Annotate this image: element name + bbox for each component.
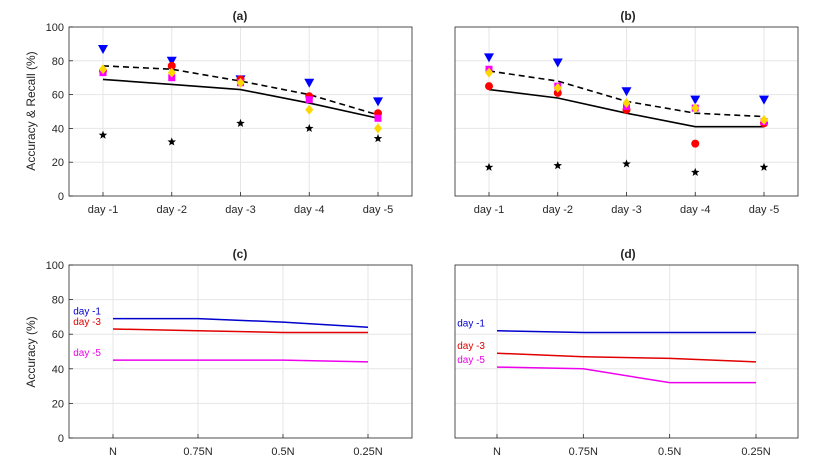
panel-d-x-tick-label: 0.75N <box>569 446 598 458</box>
panel-c-series-day-3-label: day -3 <box>73 317 101 328</box>
panel-b-red-circle-marker <box>553 88 562 97</box>
panel-a-y-tick-label: 40 <box>52 123 64 135</box>
panel-b-blue-triangle-marker <box>759 95 769 105</box>
panel-a-black-star-marker <box>98 130 108 139</box>
panel-a-blue-triangle-marker <box>98 44 108 54</box>
panel-b-title: (b) <box>620 9 635 23</box>
panel-b-yellow-diamond-marker <box>691 103 700 114</box>
panel-b-x-tick-label: day -5 <box>749 204 780 216</box>
panel-c-plot-area <box>69 265 412 438</box>
panel-d-series-day-5-label: day -5 <box>457 355 485 366</box>
panel-b-blue-triangle-marker <box>621 87 632 97</box>
panel-b-blue-triangle-marker <box>690 95 701 105</box>
panel-a-yellow-diamond-marker <box>236 77 245 88</box>
panel-c-frame <box>68 264 413 439</box>
panel-a-y-tick-label: 0 <box>58 191 64 203</box>
panel-c-y-tick-label: 80 <box>52 295 64 307</box>
panel-a-magenta-square-marker <box>374 114 382 122</box>
panel-b-black-star-marker <box>553 161 563 170</box>
panel-a-y-axis-label: Accuracy & Recall (%) <box>24 51 38 170</box>
panel-a-y-tick-label: 80 <box>52 56 64 68</box>
panel-a-blue-triangle-marker <box>304 78 315 88</box>
panel-c-title: (c) <box>233 247 248 261</box>
panel-d-x-tick-label: N <box>493 446 501 458</box>
panel-b-x-tick-label: day -3 <box>611 204 642 216</box>
panel-d-frame <box>454 264 799 439</box>
panel-a-yellow-diamond-marker <box>167 67 176 78</box>
panel-c-y-tick-label: 60 <box>52 329 64 341</box>
panel-d-x-tick-label: 0.25N <box>741 446 770 458</box>
panel-a-magenta-square-marker <box>168 74 176 82</box>
panel-d-series-day-3-label: day -3 <box>457 341 485 352</box>
panel-c-x-tick-label: 0.75N <box>183 446 212 458</box>
panel-a-x-tick-label: day -5 <box>363 204 394 216</box>
panel-a-y-tick-label: 100 <box>46 22 64 34</box>
panel-a-yellow-diamond-marker <box>374 123 382 134</box>
panel-a-dashed-line <box>102 65 379 116</box>
panel-b-x-tick-label: day -2 <box>542 204 573 216</box>
panel-c-series-day-5-line <box>113 359 369 363</box>
panel-a-x-tick-label: day -4 <box>294 204 325 216</box>
panel-b-red-circle-marker <box>485 82 493 91</box>
panel-a-black-star-marker <box>167 137 177 146</box>
panel-d-series-day-1-label: day -1 <box>457 319 485 330</box>
panel-c-series-day-3-line <box>112 328 368 334</box>
panel-a-magenta-square-marker <box>305 96 313 104</box>
panel-d: (d) N 0.75N 0.5N 0.25N day -1 day -3 day -5 <box>454 247 799 458</box>
panel-c-series-day-1-label: day -1 <box>73 307 101 318</box>
panel-a-yellow-diamond-marker <box>99 64 107 75</box>
panel-b-yellow-diamond-marker <box>760 114 768 125</box>
panel-a-x-tick-label: day -1 <box>88 204 119 216</box>
panel-c-y-axis-label: Accuracy (%) <box>24 316 38 387</box>
panel-d-x-tick-label: 0.5N <box>658 446 681 458</box>
panel-a-black-star-marker <box>304 123 314 133</box>
panel-b-x-tick-label: day -1 <box>474 204 505 216</box>
panel-a-blue-triangle-marker <box>166 56 177 66</box>
panel-b-blue-triangle-marker <box>552 58 563 68</box>
panel-d-series-day-5-line <box>496 366 756 384</box>
panel-d-series-day-3-line <box>496 352 757 363</box>
panel-c-x-tick-label: 0.25N <box>353 446 382 458</box>
panel-c: (c) Accuracy (%) 0 20 40 60 80 100 N 0.75N 0.5N 0… <box>24 247 413 458</box>
panel-d-plot-area <box>455 265 798 438</box>
panel-a-y-tick-label: 60 <box>52 90 64 102</box>
panel-a-black-star-marker <box>236 118 245 127</box>
panel-a-blue-triangle-marker <box>373 97 383 107</box>
panel-b-black-star-marker <box>622 159 631 168</box>
panel-a-x-tick-label: day -2 <box>156 204 187 216</box>
panel-b-yellow-diamond-marker <box>485 67 493 78</box>
panel-a-black-star-marker <box>373 134 383 143</box>
panel-a-title: (a) <box>233 9 248 23</box>
panel-b-blue-triangle-marker <box>484 53 494 63</box>
panel-b-yellow-diamond-marker <box>622 98 631 109</box>
panel-c-x-tick-label: 0.5N <box>271 446 294 458</box>
panel-a-yellow-diamond-marker <box>305 104 314 115</box>
panel-c-series-day-1-line <box>113 317 369 329</box>
panel-c-y-tick-label: 100 <box>46 260 64 272</box>
panel-b-black-star-marker <box>690 167 700 176</box>
panel-c-y-tick-label: 0 <box>58 433 64 445</box>
panel-c-y-tick-label: 20 <box>52 398 64 410</box>
panel-a-x-tick-label: day -3 <box>225 204 256 216</box>
panel-a-solid-line <box>102 78 379 120</box>
panel-a-red-circle-marker <box>167 61 176 70</box>
panel-d-title: (d) <box>620 247 635 261</box>
panel-b-red-circle-marker <box>691 139 700 148</box>
panel-a-y-tick-label: 20 <box>52 157 64 169</box>
panel-c-x-tick-label: N <box>109 446 117 458</box>
panel-d-series-day-1-line <box>496 329 756 334</box>
panel-a: (a) winter Accuracy & Recall (%) 0204060… <box>24 9 413 216</box>
panel-b-black-star-marker <box>759 162 769 171</box>
panel-b-yellow-diamond-marker <box>553 82 562 93</box>
panel-b-x-tick-label: day -4 <box>680 204 711 216</box>
panel-c-y-tick-label: 40 <box>52 364 64 376</box>
panel-b-black-star-marker <box>484 162 494 171</box>
panel-c-series-day-5-label: day -5 <box>73 348 101 359</box>
